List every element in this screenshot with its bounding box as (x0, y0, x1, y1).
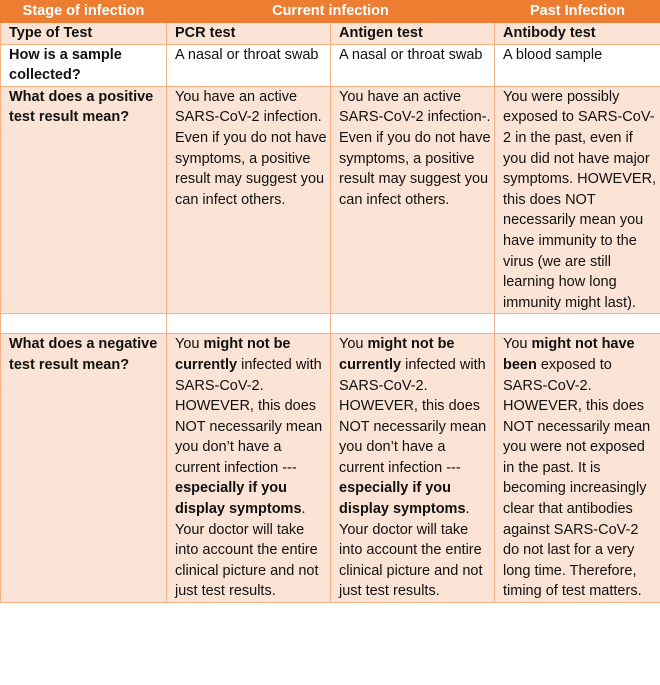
antibody-sample: A blood sample (494, 43, 660, 87)
positive-row: What does a positive test result mean? Y… (0, 85, 660, 315)
text-run: infected with SARS-CoV-2. HOWEVER, this … (175, 356, 323, 476)
antibody-positive: You were possibly exposed to SARS-CoV-2 … (494, 85, 660, 315)
bold-run: especially if you display symptoms (175, 480, 302, 518)
past-infection-header: Past Infection (494, 0, 660, 23)
stage-header: Stage of infection (0, 0, 167, 23)
text-run: You (503, 336, 532, 353)
pcr-negative: You might not be currently infected with… (166, 333, 331, 604)
bold-run: might not be currently (339, 336, 455, 373)
header-row: Stage of infection Current infection Pas… (0, 0, 660, 23)
text-run: You (339, 336, 368, 353)
spacer-cell (494, 313, 660, 335)
negative-label: What does a negative test result mean? (0, 333, 167, 604)
antibody-negative: You might not have been exposed to SARS-… (494, 333, 660, 604)
bold-run: might not have been (503, 336, 635, 373)
spacer-row (0, 313, 660, 335)
type-row: Type of Test PCR test Antigen test Antib… (0, 22, 660, 45)
type-label: Type of Test (0, 22, 167, 45)
antigen-type: Antigen test (330, 22, 495, 45)
text-run: . Your doctor will take into account the… (175, 501, 319, 600)
spacer-cell (166, 313, 331, 335)
bold-run: especially if you display symptoms (339, 480, 466, 518)
antigen-negative: You might not be currently infected with… (330, 333, 495, 604)
positive-label: What does a positive test result mean? (0, 85, 167, 315)
spacer-cell (0, 313, 167, 335)
text-run: exposed to SARS-CoV-2. HOWEVER, this doe… (503, 356, 651, 600)
negative-row: What does a negative test result mean? Y… (0, 333, 660, 604)
covid-test-comparison-table: Stage of infection Current infection Pas… (0, 0, 660, 604)
pcr-type: PCR test (166, 22, 331, 45)
antigen-positive: You have an active SARS-CoV-2 infection-… (330, 85, 495, 315)
bold-run: might not be currently (175, 336, 291, 373)
spacer-cell (330, 313, 495, 335)
sample-row: How is a sample collected? A nasal or th… (0, 43, 660, 87)
current-infection-header: Current infection (166, 0, 495, 23)
sample-label: How is a sample collected? (0, 43, 167, 87)
text-run: You (175, 336, 204, 353)
pcr-sample: A nasal or throat swab (166, 43, 331, 87)
pcr-positive: You have an active SARS-CoV-2 infection.… (166, 85, 331, 315)
antibody-type: Antibody test (494, 22, 660, 45)
text-run: . Your doctor will take into account the… (339, 501, 483, 600)
antigen-sample: A nasal or throat swab (330, 43, 495, 87)
text-run: infected with SARS-CoV-2. HOWEVER, this … (339, 356, 487, 476)
